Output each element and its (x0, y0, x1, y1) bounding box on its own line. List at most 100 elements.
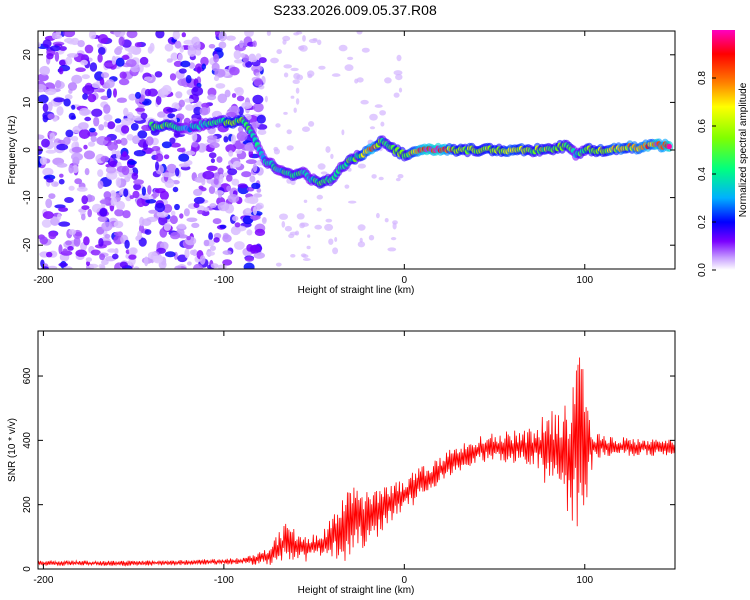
x-tick-label: -100 (214, 575, 234, 586)
spectrogram-cell (68, 229, 77, 236)
spectrogram-cell (210, 158, 215, 164)
spectrogram-cell (193, 263, 203, 269)
y-tick-label: 0 (22, 147, 33, 153)
spectrogram-cell (357, 224, 366, 231)
spectrogram-cell (208, 44, 216, 49)
spectrogram-cell (172, 180, 180, 185)
spectrogram-cell (163, 204, 173, 213)
spectrogram-cell (371, 174, 377, 179)
spectrogram-cell (266, 31, 271, 36)
spectrogram-cell (47, 265, 58, 269)
spectrogram-cell (318, 65, 326, 70)
spectrogram-cell (209, 203, 217, 209)
spectrogram-cell (164, 179, 175, 189)
spectrogram-cell (213, 178, 219, 185)
spectrogram-cell (68, 185, 75, 191)
spectrogram-cell (294, 230, 300, 236)
spectrogram-cell (78, 129, 91, 139)
spectrogram-cell (161, 172, 174, 178)
snr-series-line (38, 357, 675, 567)
spectrogram-cell (45, 198, 53, 209)
spectrogram-cell (80, 59, 88, 66)
spectrogram-cell (286, 145, 294, 151)
spectrogram-cell (197, 210, 204, 215)
spectrogram-cell (67, 246, 74, 251)
spectrogram-cell (286, 129, 292, 135)
spectrogram-cell (253, 102, 264, 113)
spectrogram-cell (393, 70, 403, 76)
spectrogram-cell (113, 88, 117, 98)
spectrogram-cell (212, 218, 222, 225)
spectrogram-cell (128, 93, 137, 101)
spectrogram-cell (46, 53, 54, 60)
spectrogram-cell (58, 221, 71, 227)
spectrogram-cell (140, 112, 148, 120)
spectrogram-cell (249, 175, 256, 183)
spectrogram-cell (253, 78, 263, 87)
spectrogram-cell (106, 88, 112, 99)
spectrogram-cell (166, 163, 177, 174)
spectrogram-cell (116, 139, 122, 144)
spectrogram-cell (126, 112, 134, 119)
spectrogram-cell (206, 165, 218, 171)
spectrogram-cell (41, 138, 50, 148)
spectrogram-cell (49, 132, 56, 142)
spectrogram-cell (59, 173, 64, 178)
spectrogram-cell (234, 241, 245, 250)
spectrogram-cell (42, 103, 49, 113)
spectrogram-cell (307, 234, 311, 238)
spectrogram-xlabel: Height of straight line (km) (298, 285, 415, 296)
spectrogram-cell (131, 172, 139, 180)
spectrogram-cell (191, 222, 200, 228)
spectrogram-cell (231, 178, 240, 186)
colorbar-tick-label: 0.6 (697, 119, 708, 133)
spectrogram-cell (214, 68, 226, 78)
spectrogram-cell (186, 236, 191, 241)
spectrogram-cell (121, 165, 130, 176)
spectrogram-cell (225, 35, 236, 41)
spectrogram-cell (97, 169, 104, 178)
spectrogram-cell (292, 79, 300, 84)
spectrogram-cell (217, 93, 228, 104)
colorbar-tick-label: 0.0 (697, 263, 708, 277)
spectrogram-cell (171, 102, 180, 110)
spectrogram-cell (128, 254, 137, 260)
spectrogram-cell (245, 159, 257, 165)
spectrogram-cell (63, 266, 73, 269)
spectrogram-cell (100, 155, 110, 163)
spectrogram-cell (90, 249, 101, 256)
spectrogram-cell (133, 179, 145, 185)
spectrogram-cell (124, 239, 130, 249)
spectrogram-cell (302, 35, 306, 42)
spectrogram-cell (97, 180, 104, 189)
spectrogram-cell (396, 54, 402, 62)
spectrogram-cell (256, 188, 262, 193)
spectrogram-cell (252, 206, 258, 216)
spectrogram-cell (374, 104, 383, 108)
spectrogram-cell (45, 149, 57, 154)
spectrogram-cell (59, 46, 67, 51)
spectrogram-cell (356, 77, 364, 83)
spectrogram-cell (154, 71, 163, 78)
spectrogram-cell (144, 229, 152, 235)
spectrogram-cell (87, 141, 96, 147)
spectrogram-cell (163, 154, 170, 160)
colorbar-gradient (712, 30, 735, 270)
spectrogram-cell (144, 256, 149, 267)
spectrogram-cell (135, 107, 146, 112)
spectrogram-cell (161, 141, 172, 149)
spectrogram-cell (151, 145, 161, 152)
spectrogram-cell (118, 36, 125, 46)
spectrogram-cell (380, 121, 385, 127)
spectrogram-cell (104, 136, 111, 141)
spectrogram-cell (190, 249, 195, 256)
spectrogram-cell (270, 57, 279, 64)
chart-title: S233.2026.009.05.37.R08 (273, 2, 437, 18)
spectrogram-heat-layer (38, 31, 674, 269)
snr-ticks: -200 -100 0 100 0 200 400 600 (22, 331, 675, 586)
spectrogram-cell (74, 231, 82, 237)
spectrogram-cell (172, 31, 180, 40)
spectrogram-cell (185, 75, 192, 84)
spectrogram-cell (184, 248, 190, 259)
